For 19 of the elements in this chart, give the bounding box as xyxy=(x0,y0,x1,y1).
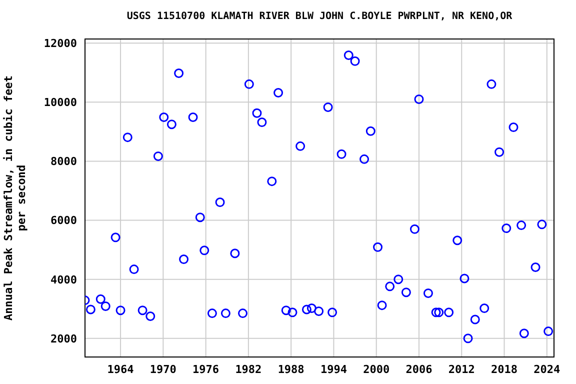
x-tick-label: 1976 xyxy=(192,362,220,376)
y-axis-title: Annual Peak Streamflow, in cubic feet per second xyxy=(2,75,28,321)
x-tick-label: 2012 xyxy=(448,362,475,376)
x-tick-label: 1964 xyxy=(107,362,134,376)
y-tick-label: 10000 xyxy=(44,96,77,110)
x-tick-label: 2018 xyxy=(491,362,518,376)
x-tick-label: 1970 xyxy=(150,362,176,376)
chart-title: USGS 11510700 KLAMATH RIVER BLW JOHN C.BOYLE PWRPLNT, NR KENO,OR xyxy=(126,11,514,22)
y-tick-label: 6000 xyxy=(50,214,77,228)
x-tick-label: 2024 xyxy=(534,362,561,376)
x-tick-label: 1988 xyxy=(278,362,304,376)
x-tick-label: 2006 xyxy=(406,362,433,376)
y-tick-label: 8000 xyxy=(50,155,77,168)
x-tick-label: 1982 xyxy=(235,362,262,376)
y-tick-label: 2000 xyxy=(50,332,77,346)
y-tick-label: 4000 xyxy=(50,273,77,286)
y-tick-label: 12000 xyxy=(44,37,77,50)
x-tick-label: 2000 xyxy=(363,362,390,376)
x-tick-label: 1994 xyxy=(320,362,348,376)
